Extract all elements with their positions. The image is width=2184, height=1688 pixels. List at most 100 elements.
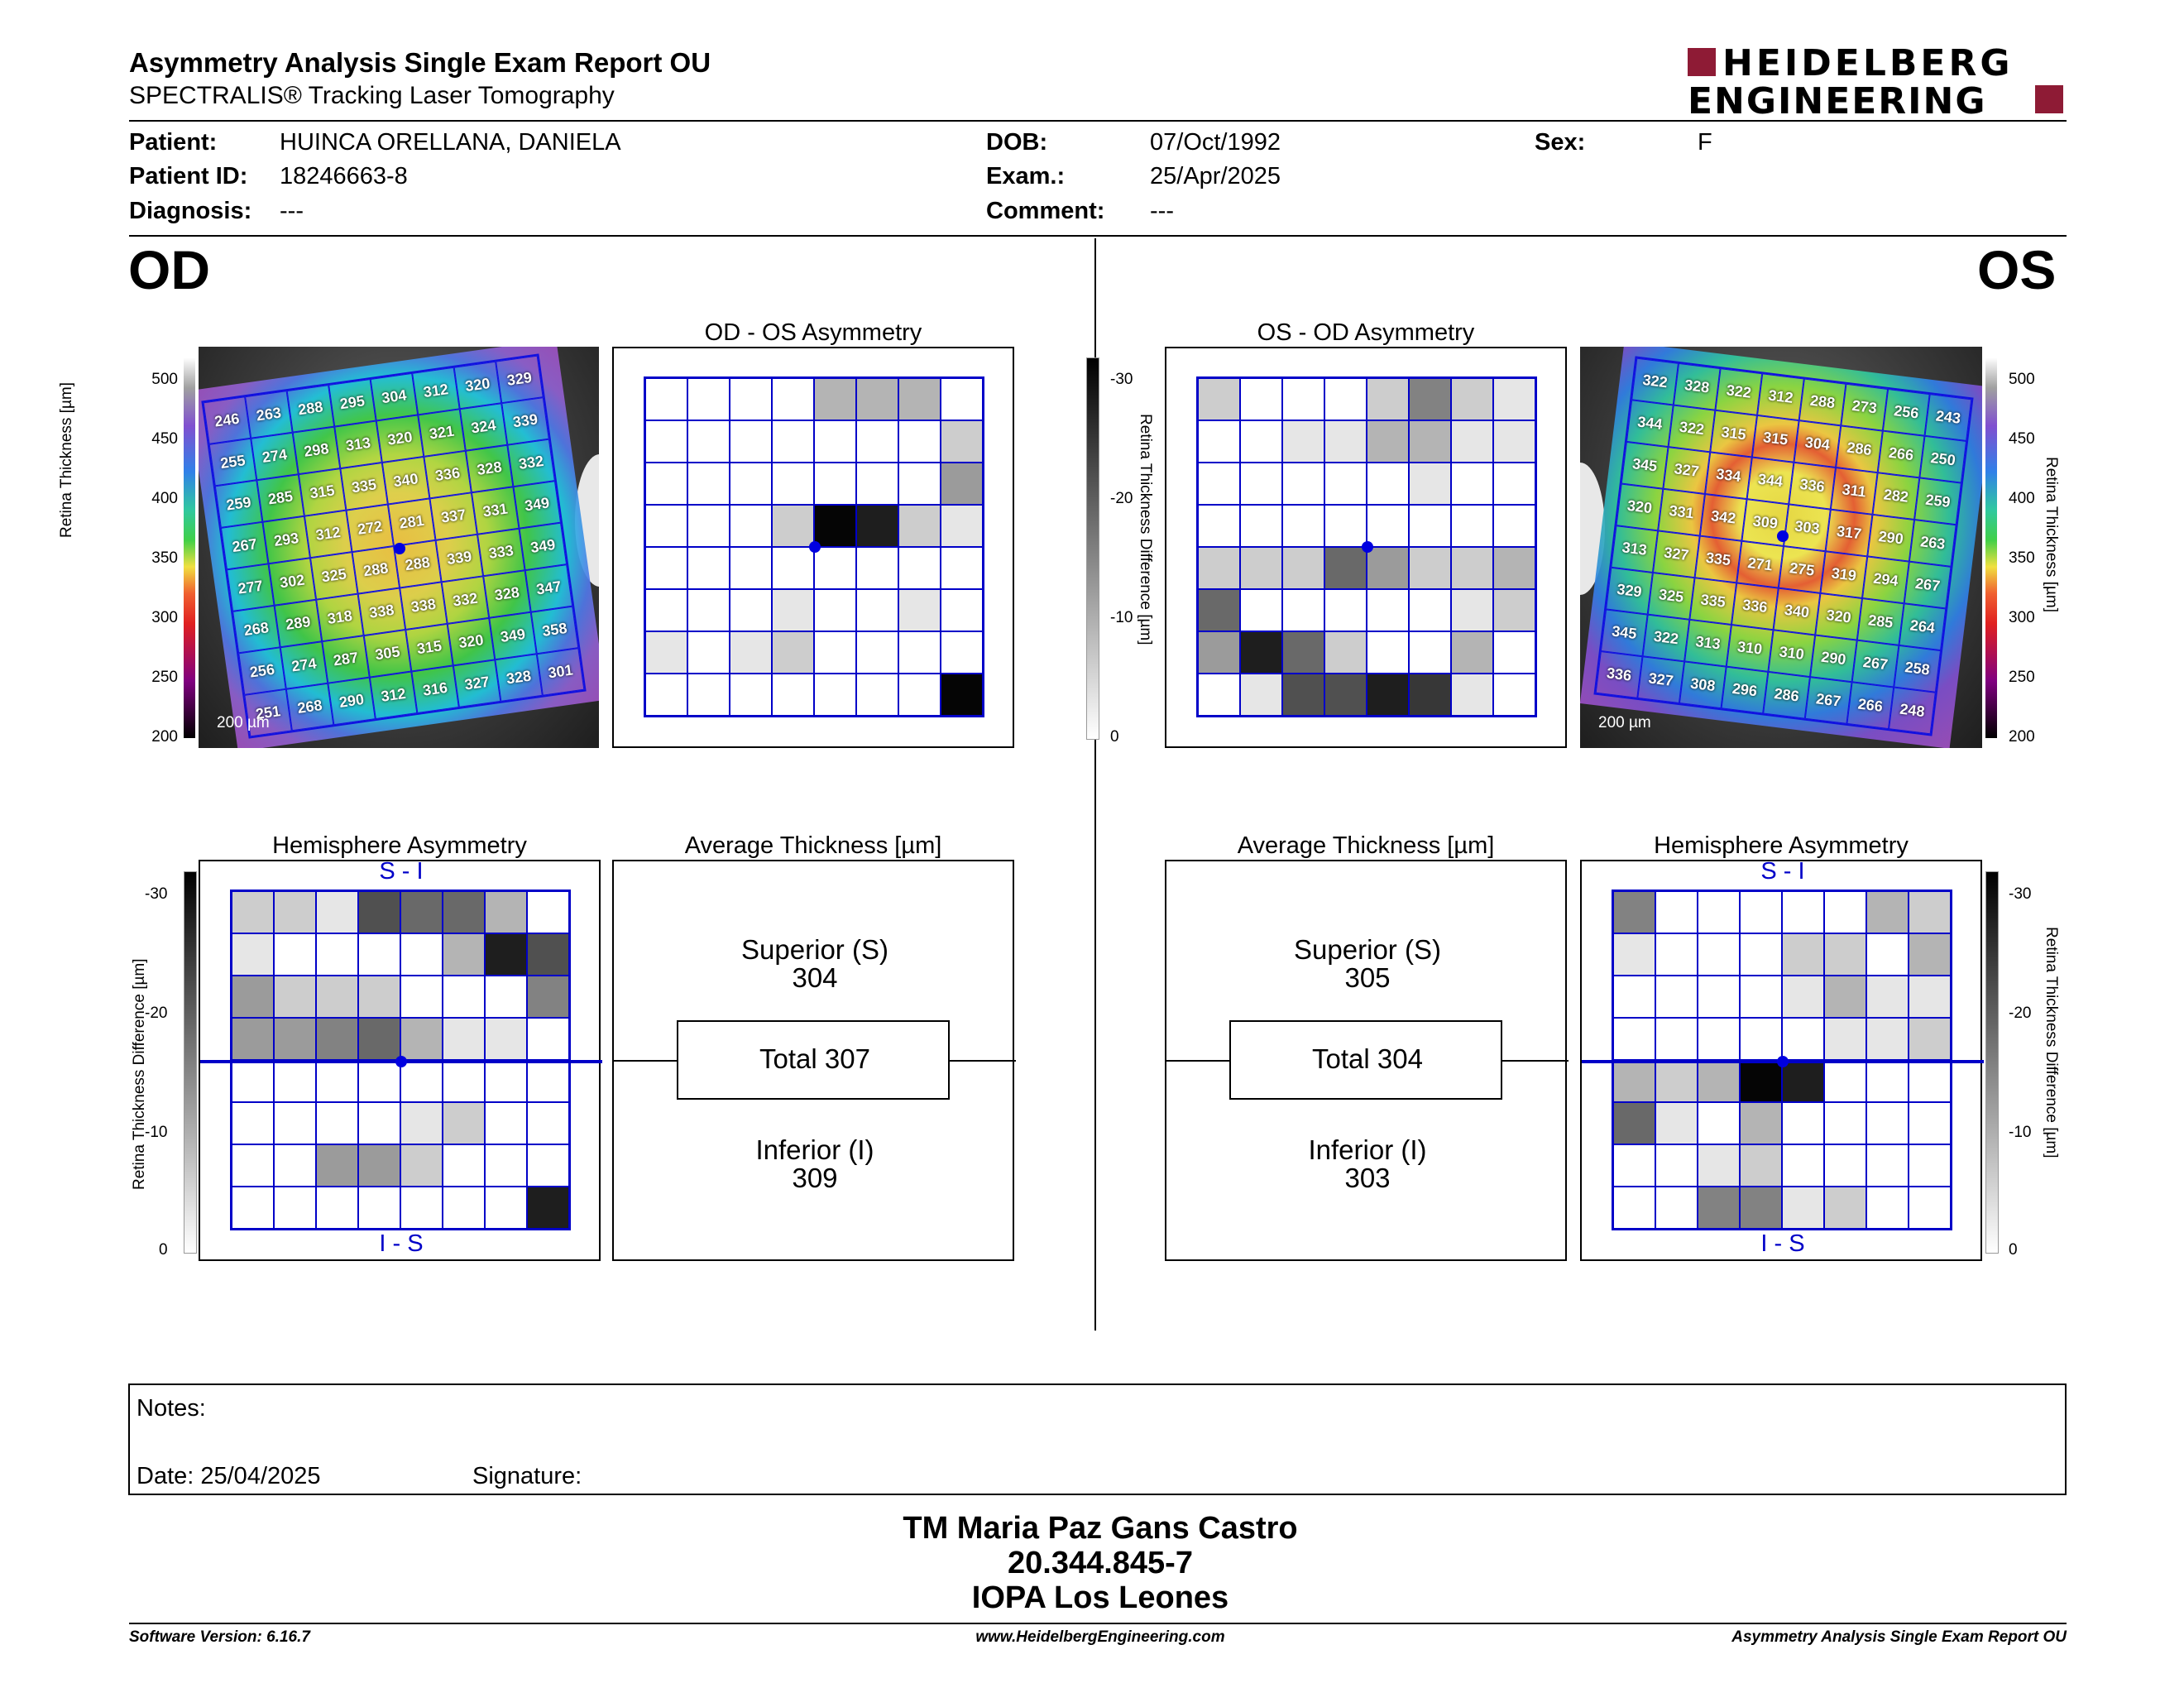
os-thickness-colorbar bbox=[1985, 357, 1997, 738]
grid-cell bbox=[1866, 976, 1909, 1018]
grid-cell bbox=[527, 1102, 569, 1144]
patient-value: HUINCA ORELLANA, DANIELA bbox=[280, 129, 621, 156]
grid-cell bbox=[358, 891, 400, 933]
grid-cell bbox=[1782, 1018, 1824, 1060]
thickness-cell: 324 bbox=[459, 403, 508, 451]
grid-cell bbox=[400, 1187, 443, 1229]
grid-cell bbox=[316, 933, 358, 976]
grid-cell bbox=[814, 378, 856, 420]
grid-cell bbox=[1655, 891, 1698, 933]
grid-cell bbox=[687, 378, 730, 420]
thickness-cell: 327 bbox=[1663, 447, 1711, 494]
grid-cell bbox=[1240, 589, 1282, 631]
os-hemi-tick-0: -30 bbox=[2009, 885, 2032, 903]
thickness-cell: 322 bbox=[1668, 405, 1716, 453]
grid-cell bbox=[1909, 933, 1951, 976]
grid-cell bbox=[400, 1102, 443, 1144]
grid-cell bbox=[1824, 933, 1866, 976]
sex-label: Sex: bbox=[1535, 129, 1586, 156]
grid-cell bbox=[814, 505, 856, 547]
grid-cell bbox=[1367, 378, 1409, 420]
grid-cell bbox=[1824, 891, 1866, 933]
od-hemi-panel: S - I I - S bbox=[199, 858, 602, 1261]
grid-cell bbox=[1782, 976, 1824, 1018]
thickness-cell: 312 bbox=[369, 671, 418, 720]
thickness-cell: 349 bbox=[489, 611, 537, 660]
grid-cell bbox=[485, 976, 527, 1018]
grid-cell bbox=[1824, 1187, 1866, 1229]
thickness-cell: 256 bbox=[1882, 388, 1930, 436]
thickness-cell: 327 bbox=[453, 659, 501, 707]
thickness-cell: 344 bbox=[1626, 400, 1674, 448]
grid-cell bbox=[1451, 674, 1493, 716]
thickness-cell: 311 bbox=[1830, 467, 1878, 515]
grid-cell bbox=[1655, 1018, 1698, 1060]
os-asym-axis-label: Retina Thickness Difference [µm] bbox=[1137, 414, 1154, 645]
grid-cell bbox=[443, 1018, 485, 1060]
grid-cell bbox=[1367, 547, 1409, 589]
grid-cell bbox=[1740, 1060, 1782, 1102]
grid-cell bbox=[485, 1018, 527, 1060]
thickness-cell: 288 bbox=[1798, 378, 1846, 426]
os-thickness-grid: 322 328 322 312 288 273 256 243 344 322 315 315 304 2… bbox=[1593, 356, 1974, 736]
thickness-cell: 263 bbox=[245, 391, 293, 439]
od-asym-panel bbox=[612, 347, 1014, 748]
thickness-cell: 313 bbox=[1684, 619, 1731, 667]
grid-cell bbox=[485, 933, 527, 976]
grid-cell bbox=[856, 505, 898, 547]
grid-cell bbox=[1240, 674, 1282, 716]
grid-cell bbox=[400, 1060, 443, 1102]
grid-cell bbox=[898, 674, 941, 716]
thickness-cell: 304 bbox=[370, 372, 419, 421]
od-fundus-image: 246 263 288 295 304 312 320 329 255 274 298 313 320 3… bbox=[199, 347, 599, 748]
grid-cell bbox=[1240, 378, 1282, 420]
grid-cell bbox=[1282, 631, 1324, 674]
grid-cell bbox=[1782, 1060, 1824, 1102]
notes-label: Notes: bbox=[136, 1395, 206, 1422]
grid-cell bbox=[1866, 1102, 1909, 1144]
grid-cell bbox=[898, 505, 941, 547]
grid-cell bbox=[1613, 1102, 1655, 1144]
grid-cell bbox=[1324, 589, 1367, 631]
grid-cell bbox=[358, 1102, 400, 1144]
grid-cell bbox=[527, 933, 569, 976]
grid-cell bbox=[1240, 463, 1282, 505]
grid-cell bbox=[1613, 1060, 1655, 1102]
grid-cell bbox=[1282, 420, 1324, 463]
thickness-cell: 313 bbox=[334, 420, 382, 469]
grid-cell bbox=[1409, 420, 1451, 463]
grid-cell bbox=[316, 1144, 358, 1187]
grid-cell bbox=[358, 1144, 400, 1187]
grid-cell bbox=[358, 933, 400, 976]
grid-cell bbox=[400, 976, 443, 1018]
os-hemi-grid bbox=[1612, 890, 1952, 1230]
grid-cell bbox=[232, 1102, 274, 1144]
grid-cell bbox=[1740, 1144, 1782, 1187]
grid-cell bbox=[443, 1102, 485, 1144]
grid-cell bbox=[941, 547, 983, 589]
thickness-cell: 289 bbox=[274, 599, 323, 648]
grid-cell bbox=[232, 891, 274, 933]
tick-350: 350 bbox=[151, 549, 178, 567]
grid-cell bbox=[898, 420, 941, 463]
grid-cell bbox=[730, 547, 772, 589]
grid-cell bbox=[274, 1060, 316, 1102]
signature-label: Signature: bbox=[472, 1463, 582, 1489]
grid-cell bbox=[1409, 547, 1451, 589]
header-divider bbox=[129, 120, 2067, 122]
od-scale-label: 200 µm bbox=[217, 714, 270, 731]
grid-cell bbox=[274, 976, 316, 1018]
grid-cell bbox=[443, 1187, 485, 1229]
grid-cell bbox=[730, 505, 772, 547]
footer-report-name: Asymmetry Analysis Single Exam Report OU bbox=[1731, 1628, 2067, 1646]
grid-cell bbox=[1198, 378, 1240, 420]
grid-cell bbox=[274, 1144, 316, 1187]
thickness-cell: 334 bbox=[1704, 452, 1752, 500]
grid-cell bbox=[527, 1060, 569, 1102]
grid-cell bbox=[772, 547, 814, 589]
exam-label: Exam.: bbox=[986, 163, 1066, 189]
grid-cell bbox=[1824, 1102, 1866, 1144]
od-hemi-colorbar bbox=[184, 871, 197, 1254]
thickness-cell: 263 bbox=[1909, 520, 1956, 567]
grid-cell bbox=[1493, 505, 1535, 547]
